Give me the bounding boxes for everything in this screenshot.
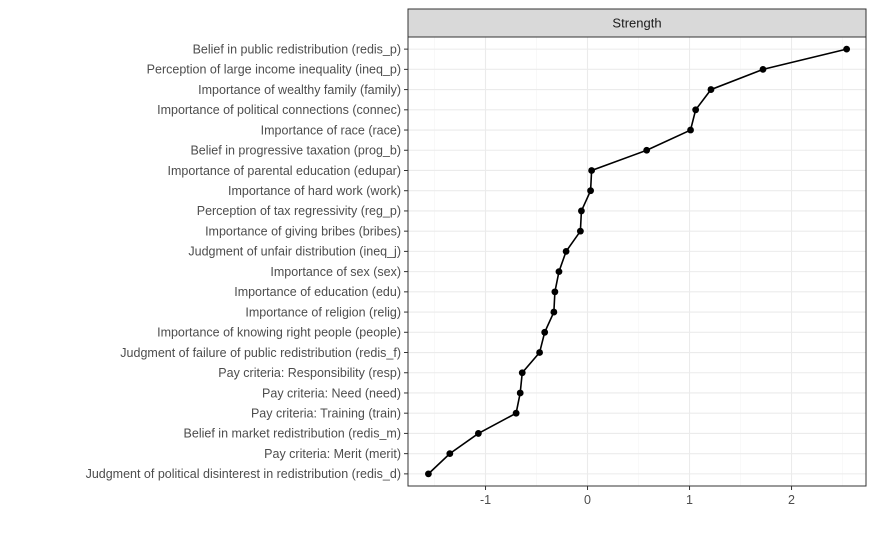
facet-strip: Strength (407, 8, 867, 38)
plot-panel (408, 37, 866, 486)
y-tick-label: Pay criteria: Training (train) (251, 406, 401, 420)
x-tick-label: 1 (686, 493, 693, 507)
data-point (687, 126, 694, 134)
data-point (707, 86, 715, 93)
y-tick-label: Judgment of failure of public redistribu… (120, 346, 401, 360)
data-point (536, 349, 543, 356)
x-axis: -1 0 1 2 (480, 486, 795, 507)
y-tick-label: Judgment of political disinterest in red… (86, 467, 401, 481)
facet-strip-background (407, 8, 867, 38)
data-point (555, 268, 563, 276)
data-point (587, 187, 594, 195)
data-point (843, 45, 851, 53)
data-points (425, 45, 851, 478)
x-tick-label: 0 (584, 493, 591, 507)
y-tick-label: Perception of large income inequality (i… (147, 63, 401, 77)
data-point (425, 470, 432, 478)
data-point (643, 146, 651, 154)
data-point (692, 106, 700, 114)
y-tick-label: Importance of wealthy family (family) (198, 83, 401, 97)
series-line (427, 48, 847, 475)
data-point (578, 207, 585, 215)
data-point (576, 227, 584, 235)
data-point (550, 308, 558, 316)
y-tick-label: Perception of tax regressivity (reg_p) (197, 204, 401, 218)
y-tick-label: Importance of giving bribes (bribes) (205, 224, 401, 238)
y-tick-label: Pay criteria: Merit (merit) (264, 447, 401, 461)
y-tick-label: Belief in market redistribution (redis_m… (184, 427, 401, 441)
data-point (588, 167, 596, 174)
x-tick-label: 2 (788, 493, 795, 507)
data-point (516, 389, 524, 397)
y-tick-label: Pay criteria: Need (need) (262, 386, 401, 400)
y-tick-label: Importance of parental education (edupar… (168, 164, 401, 178)
y-tick-label: Importance of knowing right people (peop… (157, 326, 401, 340)
data-point (518, 369, 526, 377)
y-tick-label: Importance of education (edu) (234, 285, 401, 299)
y-tick-label: Importance of hard work (work) (228, 184, 401, 198)
data-point (541, 328, 549, 336)
y-tick-label: Belief in public redistribution (redis_p… (193, 42, 401, 56)
data-point (562, 247, 570, 255)
grid-lines (408, 37, 866, 486)
y-tick-label: Belief in progressive taxation (prog_b) (190, 144, 401, 158)
data-point (474, 430, 482, 437)
data-point (446, 450, 454, 458)
panel-border (407, 36, 867, 487)
y-axis: Belief in public redistribution (redis_p… (86, 42, 408, 481)
x-tick-label: -1 (480, 493, 491, 507)
y-tick-label: Importance of religion (relig) (245, 305, 401, 319)
y-tick-label: Judgment of unfair distribution (ineq_j) (188, 245, 401, 259)
y-tick-label: Pay criteria: Responsibility (resp) (218, 366, 401, 380)
facet-label: Strength (612, 16, 661, 31)
y-tick-label: Importance of sex (sex) (270, 265, 401, 279)
y-tick-label: Importance of political connections (con… (157, 103, 401, 117)
data-point (551, 288, 559, 296)
data-point (512, 409, 520, 417)
y-tick-label: Importance of race (race) (261, 123, 401, 137)
data-point (759, 65, 767, 73)
